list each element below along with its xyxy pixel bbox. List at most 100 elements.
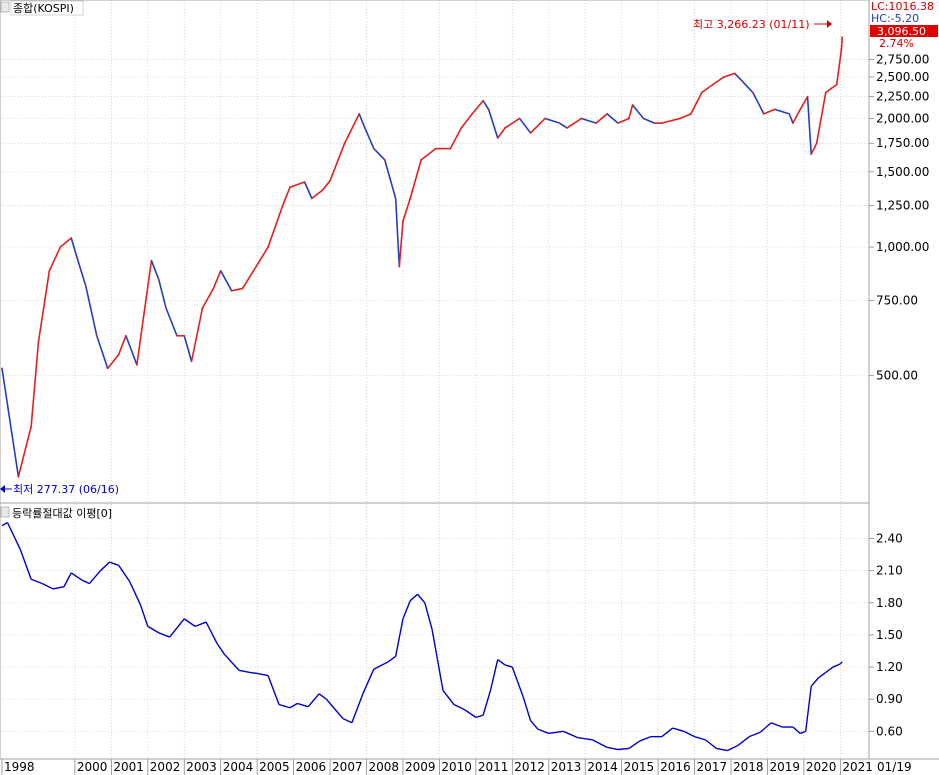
kospi-point [595,122,598,125]
indicator-segment [194,621,207,628]
kospi-segment [763,108,776,115]
kospi-segment [482,100,490,110]
kospi-segment [1,368,20,477]
x-tick-label: 2009 [405,760,436,774]
indicator-segment [387,655,397,663]
kospi-point [241,287,244,290]
kospi-point [165,307,167,309]
x-tick-label: 1998 [4,760,35,774]
kospi-segment [679,113,692,120]
grid-lines [0,0,869,759]
x-axis-end-label: 01/19 [877,760,912,774]
indicator-segment [759,722,772,733]
lower-panel-menu-icon[interactable] [0,506,10,518]
kospi-point [773,108,776,111]
kospi-point [518,117,521,120]
indicator-segment [257,672,269,677]
indicator-segment [402,600,411,620]
kospi-segment [183,335,193,362]
indicator-segment [373,661,389,670]
x-tick-label: 2003 [186,760,217,774]
indicator-segment [223,653,240,671]
indicator-segment [563,730,579,739]
kospi-segment [75,256,87,287]
lower-y-axis: 0.60 0.90 1.20 1.50 1.80 2.10 2.40 [869,532,903,738]
kospi-segment [690,92,703,115]
kospi-point [566,127,568,129]
kospi-point [617,122,619,125]
kospi-point [733,72,736,75]
kospi-point [544,117,547,120]
kospi-segment [165,307,178,337]
upper-panel-menu-icon[interactable] [0,1,10,13]
max-arrow [814,20,832,28]
upper-y-tick-label: 2,000.00 [876,111,929,125]
kospi-segment [806,96,812,155]
kospi-point [558,122,561,125]
kospi-point [529,132,532,134]
change-label: 2.74% [879,37,914,50]
kospi-point [792,122,794,125]
kospi-segment [643,117,655,124]
kospi-segment [460,113,473,129]
indicator-segment [70,572,83,581]
upper-panel-title-box[interactable] [10,0,84,16]
kospi-segment [774,108,790,115]
indicator-segment [238,669,250,674]
x-tick-label: 2020 [806,760,837,774]
indicator-segment [169,618,185,638]
indicator-segment [832,663,841,668]
indicator-segment [424,602,433,630]
indicator-segment [409,593,418,602]
x-tick-label: 2005 [259,760,290,774]
kospi-segment [830,83,838,90]
kospi-segment [815,92,827,144]
kospi-segment [487,109,499,139]
kospi-segment [201,288,215,309]
kospi-segment [402,198,412,222]
kospi-point [487,108,490,111]
indicator-segment [30,578,43,585]
kospi-point [84,285,87,288]
upper-y-tick-label: 500.00 [876,369,918,383]
kospi-segment [125,335,138,366]
indicator-segment [267,675,280,705]
kospi-point [361,122,364,125]
kospi-segment [835,49,843,85]
kospi-point [700,91,703,94]
indicator-segment [672,727,684,732]
kospi-point [660,122,663,125]
kospi-point [449,147,452,150]
kospi-point [751,91,754,94]
lower-panel-frame [0,502,870,760]
kospi-point [37,340,40,343]
indicator-segment [158,632,170,638]
x-tick-label: 2014 [587,760,618,774]
kospi-point [642,117,645,120]
indicator-segment [453,703,466,711]
kospi-point [281,204,284,207]
indicator-segment [825,666,834,673]
kospi-segment [792,109,801,124]
upper-y-tick-label: 2,750.00 [876,52,929,66]
indicator-segment [52,586,65,590]
x-tick-label: 2017 [697,760,728,774]
kospi-segment [190,307,204,362]
kospi-segment [219,270,233,292]
indicator-segment [351,693,364,723]
kospi-point [788,112,791,115]
kospi-point [434,147,437,150]
kospi-point [289,186,291,189]
kospi-point [183,334,186,337]
lower-y-tick-label: 0.90 [876,692,903,706]
kospi-segment [628,104,634,119]
lower-y-tick-label: 2.10 [876,564,903,578]
min-annotation: 최저 277.37 (06/16) [13,483,119,496]
kospi-segment [373,148,386,161]
upper-panel-frame [0,0,870,504]
kospi-segment [157,279,167,309]
lower-y-tick-label: 0.60 [876,724,903,738]
kospi-point [329,179,331,182]
indicator-segment [362,668,375,695]
